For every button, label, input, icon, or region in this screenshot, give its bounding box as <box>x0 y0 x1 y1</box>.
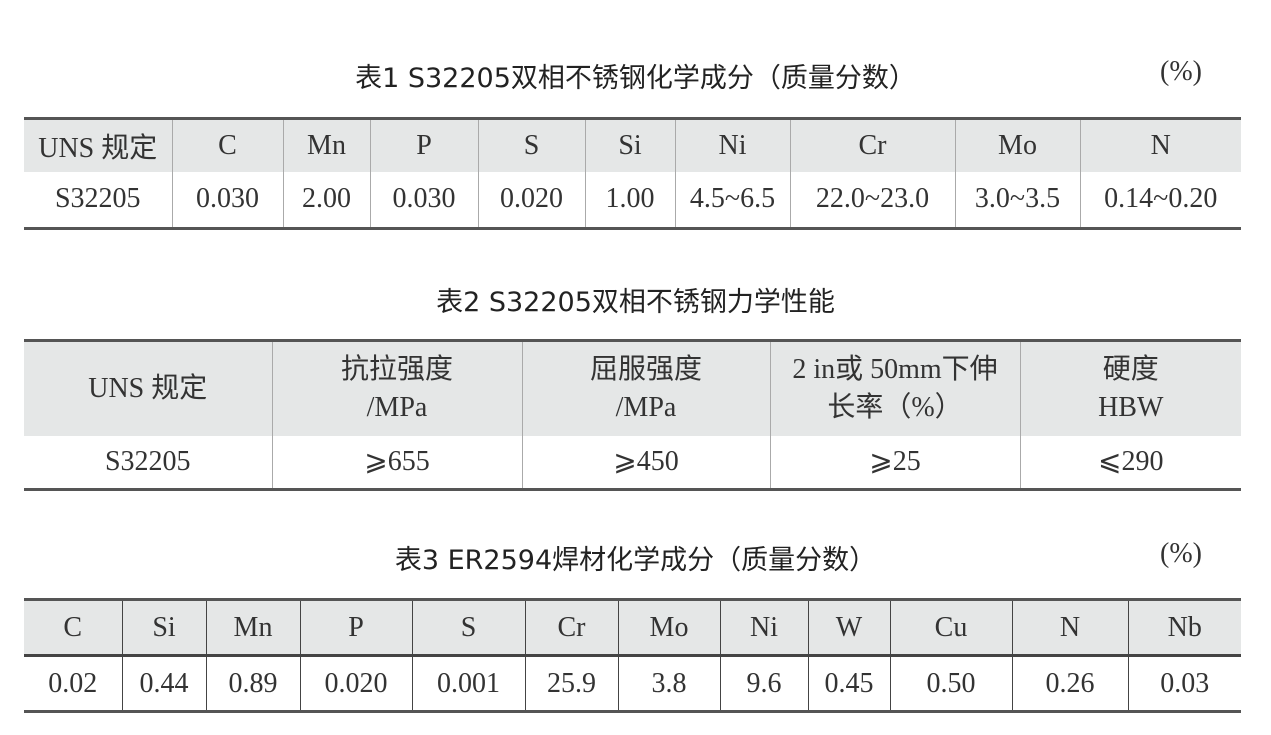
table-row: 0.02 0.44 0.89 0.020 0.001 25.9 3.8 9.6 0.45 0.50… <box>24 655 1241 712</box>
data-cell: 0.50 <box>889 655 1012 712</box>
data-cell: 0.26 <box>1011 655 1128 712</box>
data-cell: ⩾450 <box>521 435 770 490</box>
header-cell: Si <box>121 599 206 657</box>
data-cell: 0.001 <box>411 655 525 712</box>
header-cell: N <box>1011 599 1128 657</box>
header-cell: S <box>477 118 585 172</box>
table-header-row: C Si Mn P S Cr Mo Ni W Cu N Nb <box>24 599 1241 657</box>
header-line: HBW <box>1098 391 1164 423</box>
table1-title: 表1 S32205双相不锈钢化学成分（质量分数） <box>355 63 916 94</box>
data-cell: 0.44 <box>121 655 206 712</box>
data-cell: S32205 <box>104 445 191 477</box>
table3: C Si Mn P S Cr Mo Ni W Cu N Nb 0.02 0.44 0.89 0.020 0.0… <box>24 598 1241 713</box>
table-row: S32205 0.030 2.00 0.030 0.020 1.00 4.5~6.5 22.0… <box>24 171 1241 229</box>
header-cell: Ni <box>719 599 808 657</box>
header-cell: Cr <box>524 599 618 657</box>
data-cell: 1.00 <box>584 171 675 229</box>
header-cell: 2 in或 50mm下伸 长率（%） <box>769 340 1020 436</box>
header-cell: 硬度 HBW <box>1019 340 1241 436</box>
header-cell: UNS 规定 <box>24 340 272 436</box>
header-line: /MPa <box>615 391 677 423</box>
table1-unit: (%) <box>1160 56 1202 87</box>
table2-title: 表2 S32205双相不锈钢力学性能 <box>436 287 835 318</box>
header-line: 屈服强度 <box>589 353 702 385</box>
data-cell: 0.020 <box>299 655 412 712</box>
data-cell: 0.45 <box>807 655 890 712</box>
header-cell: UNS 规定 <box>24 118 172 172</box>
data-cell: 0.030 <box>369 171 478 229</box>
header-cell: P <box>369 118 478 172</box>
data-cell: 3.8 <box>617 655 720 712</box>
header-cell: Si <box>584 118 675 172</box>
header-cell: Mo <box>617 599 720 657</box>
header-cell: Ni <box>674 118 790 172</box>
data-cell: 0.030 <box>171 171 283 229</box>
header-cell: C <box>171 118 283 172</box>
header-line: 硬度 <box>1102 353 1159 385</box>
data-cell: ⩾25 <box>769 435 1020 490</box>
header-cell: 屈服强度/MPa <box>521 340 770 436</box>
header-cell: N <box>1079 118 1241 172</box>
table3-unit: (%) <box>1160 538 1202 569</box>
data-cell: ⩾655 <box>271 435 522 490</box>
header-cell: 抗拉强度/MPa <box>271 340 522 436</box>
table-row: S32205 ⩾655 ⩾450 ⩾25 ⩽290 <box>24 435 1241 490</box>
header-cell: P <box>299 599 412 657</box>
data-cell: 2.00 <box>282 171 370 229</box>
header-cell: Cu <box>889 599 1012 657</box>
header-cell: Mn <box>282 118 370 172</box>
data-cell: 0.14~0.20 <box>1079 171 1241 229</box>
data-cell: 4.5~6.5 <box>674 171 790 229</box>
header-cell: Mn <box>205 599 300 657</box>
data-cell: 22.0~23.0 <box>789 171 955 229</box>
header-cell: W <box>807 599 890 657</box>
data-cell: 0.02 <box>48 667 98 699</box>
data-cell: ⩽290 <box>1019 435 1241 490</box>
header-cell: Nb <box>1127 599 1241 657</box>
header-line: 2 in或 50mm下伸 <box>792 353 998 385</box>
data-cell: 0.89 <box>205 655 300 712</box>
data-cell: 9.6 <box>719 655 808 712</box>
data-cell: 3.0~3.5 <box>954 171 1080 229</box>
header-cell: S <box>411 599 525 657</box>
data-cell: 0.020 <box>477 171 585 229</box>
table-header-row: UNS 规定 抗拉强度/MPa 屈服强度/MPa 2 in或 50mm下伸 长率（%）硬… <box>24 340 1241 436</box>
header-cell: C <box>24 599 122 657</box>
table-header-row: UNS 规定 C Mn P S Si Ni Cr Mo N <box>24 118 1241 172</box>
header-cell: Cr <box>789 118 955 172</box>
header-line: 长率（%） <box>827 391 963 423</box>
header-line: 抗拉强度 <box>340 353 453 385</box>
header-line: UNS 规定 <box>88 372 208 404</box>
header-line: /MPa <box>366 391 428 423</box>
data-cell: S32205 <box>54 183 141 215</box>
header-cell: Mo <box>954 118 1080 172</box>
table3-title: 表3 ER2594焊材化学成分（质量分数） <box>394 545 877 576</box>
table1: UNS 规定 C Mn P S Si Ni Cr Mo N S32205 0.030 2.00 0.03… <box>24 117 1241 230</box>
data-cell: 25.9 <box>524 655 618 712</box>
data-cell: 0.03 <box>1127 655 1241 712</box>
table2: UNS 规定 抗拉强度/MPa 屈服强度/MPa 2 in或 50mm下伸 长率（%）硬… <box>24 339 1241 491</box>
